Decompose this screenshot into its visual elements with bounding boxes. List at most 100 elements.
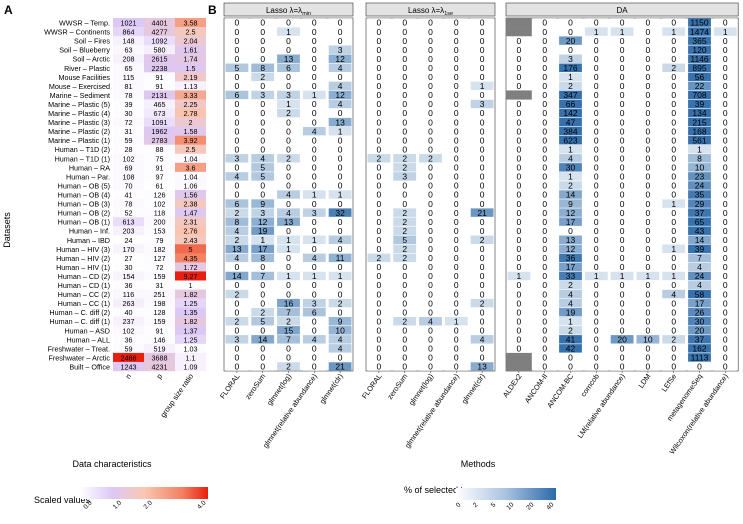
method-cell-value: 1 bbox=[697, 144, 702, 154]
method-cell-value: 0 bbox=[646, 298, 651, 308]
method-cell-value: 10 bbox=[643, 335, 653, 345]
method-cell bbox=[251, 226, 275, 235]
method-cell-value: 0 bbox=[260, 27, 265, 37]
method-cell bbox=[610, 271, 634, 281]
char-cell-value: 4231 bbox=[152, 362, 168, 371]
method-cell bbox=[610, 244, 634, 254]
method-cell-value: 2 bbox=[568, 325, 573, 335]
method-cell bbox=[251, 190, 275, 199]
char-cell bbox=[144, 126, 175, 136]
method-cell-value: 0 bbox=[235, 353, 240, 363]
method-cell bbox=[444, 362, 468, 371]
char-cell-value: 61 bbox=[156, 181, 164, 190]
dataset-label: Marine – Plastic (5) bbox=[48, 100, 110, 109]
method-cell-value: 0 bbox=[402, 54, 407, 64]
method-cell-value: 0 bbox=[671, 235, 676, 245]
method-cell bbox=[507, 298, 531, 308]
char-cell-value: 108 bbox=[123, 172, 135, 181]
method-cell-value: 0 bbox=[594, 72, 599, 82]
method-cell-value: 3 bbox=[402, 172, 407, 182]
method-cell bbox=[470, 190, 494, 199]
method-cell bbox=[507, 226, 531, 235]
method-cell-value: 0 bbox=[646, 45, 651, 55]
method-cell-value: 0 bbox=[542, 27, 547, 37]
method-cell-value: 5 bbox=[260, 172, 265, 182]
method-cell-value: 0 bbox=[594, 172, 599, 182]
method-cell bbox=[636, 199, 660, 208]
method-cell-value: 0 bbox=[235, 344, 240, 354]
method-cell bbox=[507, 172, 531, 181]
method-cell-value: 1 bbox=[568, 144, 573, 154]
method-cell-value: 134 bbox=[692, 108, 706, 118]
method-cell bbox=[277, 45, 300, 54]
method-cell bbox=[713, 271, 737, 281]
method-cell-value: 0 bbox=[517, 316, 522, 326]
method-cell-value: 0 bbox=[723, 262, 728, 272]
method-cell-value: 0 bbox=[671, 45, 676, 55]
method-cell-value: 20 bbox=[617, 335, 627, 345]
method-cell bbox=[251, 307, 275, 317]
method-cell-value: 0 bbox=[235, 54, 240, 64]
method-cell bbox=[610, 262, 634, 272]
char-cell-value: 31 bbox=[156, 281, 164, 290]
method-cell-value: 0 bbox=[312, 81, 317, 91]
method-cell bbox=[636, 81, 660, 91]
char-cell-value: 126 bbox=[154, 191, 166, 200]
method-cell-value: 2 bbox=[260, 307, 265, 317]
method-cell-value: 0 bbox=[620, 181, 625, 191]
method-cell-value: 0 bbox=[646, 208, 651, 218]
char-cell bbox=[175, 289, 206, 299]
method-cell bbox=[277, 344, 300, 353]
method-cell bbox=[584, 353, 608, 362]
method-cell bbox=[470, 289, 494, 299]
method-cell bbox=[444, 190, 468, 199]
method-cell bbox=[636, 344, 660, 353]
char-cell-value: 97 bbox=[156, 172, 164, 181]
method-cell-value: 0 bbox=[260, 126, 265, 136]
method-cell bbox=[277, 326, 300, 335]
method-cell bbox=[225, 36, 249, 45]
method-cell-value: 0 bbox=[286, 72, 291, 82]
method-col-label: glmnet(log) bbox=[265, 372, 293, 407]
method-cell bbox=[393, 262, 417, 272]
method-cell bbox=[559, 63, 582, 73]
method-cell bbox=[225, 353, 249, 362]
method-cell bbox=[559, 307, 582, 317]
method-cell-value: 0 bbox=[428, 36, 433, 46]
method-cell bbox=[533, 298, 557, 308]
char-cell bbox=[175, 63, 206, 73]
method-cell bbox=[251, 235, 275, 244]
method-cell-value: 0 bbox=[723, 126, 728, 136]
char-cell bbox=[175, 81, 206, 91]
method-cell bbox=[559, 18, 582, 27]
method-cell bbox=[636, 36, 660, 45]
dataset-label: Human – OB (2) bbox=[58, 209, 110, 218]
char-cell bbox=[144, 235, 175, 245]
method-cell-value: 30 bbox=[566, 163, 576, 173]
method-cell-value: 19 bbox=[258, 226, 268, 236]
method-cell-value: 0 bbox=[671, 99, 676, 109]
method-cell bbox=[688, 335, 711, 344]
dataset-label: Human – CD (1) bbox=[58, 281, 110, 290]
method-cell-value: 0 bbox=[260, 117, 265, 127]
method-cell-value: 0 bbox=[620, 253, 625, 263]
method-cell bbox=[713, 126, 737, 136]
method-cell-value: 0 bbox=[517, 307, 522, 317]
char-cell bbox=[113, 153, 144, 164]
method-cell-value: 0 bbox=[517, 45, 522, 55]
dataset-label: Soil – Fires bbox=[74, 37, 110, 46]
method-cell-value: 0 bbox=[723, 244, 728, 254]
char-cell bbox=[175, 135, 206, 145]
char-cell-value: 40 bbox=[125, 308, 133, 317]
method-cell-value: 0 bbox=[338, 135, 343, 145]
dataset-label: Built – Office bbox=[69, 362, 110, 371]
method-cell-value: 0 bbox=[312, 344, 317, 354]
method-cell-value: 2 bbox=[428, 153, 433, 163]
method-cell bbox=[251, 262, 275, 272]
method-cell bbox=[393, 81, 417, 91]
method-cell-value: 0 bbox=[620, 153, 625, 163]
method-cell-value: 0 bbox=[377, 27, 382, 37]
method-cell-value: 0 bbox=[235, 144, 240, 154]
method-cell-value: 0 bbox=[671, 81, 676, 91]
